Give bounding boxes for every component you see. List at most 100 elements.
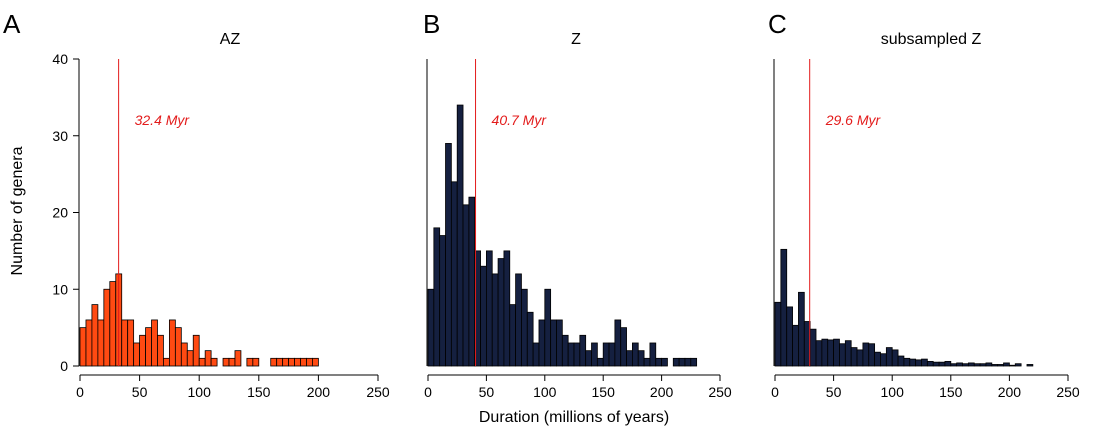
histogram-bar (909, 358, 917, 367)
histogram-bar (556, 319, 563, 367)
histogram-bar (509, 304, 517, 367)
histogram-bar (79, 327, 87, 367)
y-tick-label: 40 (52, 51, 68, 67)
histogram-bar (932, 361, 940, 367)
histogram-bar (880, 353, 887, 367)
histogram-bar (163, 357, 170, 367)
histogram-bar (973, 363, 981, 367)
y-tick-label: 30 (52, 128, 68, 144)
histogram-bar (585, 350, 592, 367)
histogram-bar (839, 343, 846, 367)
histogram-bar (312, 357, 319, 367)
histogram-bar (991, 364, 999, 367)
histogram-bar (626, 350, 633, 367)
y-tick-label: 0 (60, 358, 68, 374)
x-tick-label: 0 (424, 384, 432, 400)
histogram-bar (288, 357, 295, 367)
panels-group: A AZ 0 10 20 30 40 0 50 100 150 200 250 32.4 Myr B Z 0 50… (3, 9, 1080, 400)
histogram-bar (962, 363, 969, 367)
histogram-bar (157, 334, 164, 367)
histogram-bar (246, 357, 254, 367)
x-tick-label: 250 (366, 384, 390, 400)
histogram-bar (515, 273, 522, 367)
histogram-bar (192, 334, 200, 367)
panel-title: Z (571, 31, 581, 48)
x-tick-label: 100 (881, 384, 905, 400)
x-tick-label: 200 (650, 384, 674, 400)
histogram-bar (643, 357, 651, 367)
panel-title: AZ (220, 31, 241, 48)
panel-letter: C (768, 9, 787, 39)
histogram-bar (591, 342, 598, 367)
x-tick-label: 150 (247, 384, 271, 400)
histogram-bar (1026, 364, 1034, 367)
panel-b: B Z 0 50 100 150 200 250 40.7 Myr (423, 9, 732, 400)
histogram-bar (792, 324, 799, 367)
histogram-bar (821, 338, 829, 367)
histogram-bar (145, 327, 152, 367)
histogram-bar (103, 288, 111, 367)
histogram-bar (608, 342, 616, 367)
histogram-bar (561, 334, 569, 367)
histogram-bar (306, 357, 313, 367)
histogram-bar (485, 250, 493, 367)
histogram-bar (1009, 364, 1016, 367)
histogram-bar (637, 350, 645, 367)
histogram-bar (780, 248, 788, 367)
x-tick-label: 250 (1056, 384, 1080, 400)
panel-letter: A (3, 9, 21, 39)
histogram-bar (885, 347, 893, 367)
histogram-bar (270, 357, 278, 367)
histogram-bar (91, 304, 99, 367)
x-tick-label: 0 (76, 384, 84, 400)
histogram-bar (445, 143, 452, 367)
histogram-bar (921, 358, 928, 367)
histogram-bar (168, 319, 176, 367)
histogram-bar (786, 306, 793, 367)
x-tick-label: 100 (533, 384, 557, 400)
histogram-bar (427, 288, 435, 367)
histogram-bar (567, 342, 575, 367)
histogram-bar (462, 204, 470, 367)
histogram-bar (433, 227, 441, 367)
histogram-bar (550, 319, 557, 367)
histogram-bar (684, 357, 692, 367)
histogram-bar (856, 349, 864, 367)
histogram-bar (204, 350, 212, 367)
histogram-bar (151, 319, 158, 367)
histogram-bar (596, 357, 604, 367)
histogram-bar (602, 342, 610, 367)
histogram-bar (538, 319, 546, 367)
histogram-bar (450, 181, 458, 367)
histogram-bar (294, 357, 301, 367)
histogram-bar (614, 319, 622, 367)
histogram-bar (234, 350, 242, 367)
histogram-bar (252, 357, 260, 367)
histogram-bar (672, 357, 680, 367)
histogram-bar (897, 355, 905, 367)
histogram-bar (579, 334, 587, 367)
panel-title: subsampled Z (881, 31, 982, 48)
histogram-bar (109, 281, 117, 367)
histogram-bar (139, 334, 146, 367)
histogram-bar (678, 357, 686, 367)
histogram-bar (809, 328, 817, 367)
x-tick-label: 200 (307, 384, 331, 400)
histogram-bar (915, 359, 922, 367)
x-tick-label: 50 (132, 384, 148, 400)
histogram-bar (544, 288, 552, 367)
histogram-bar (468, 196, 476, 367)
histogram-bar (798, 291, 805, 367)
x-tick-label: 100 (188, 384, 212, 400)
histogram-bar (632, 342, 639, 367)
histogram-bar (985, 362, 993, 367)
histogram-bar (862, 342, 870, 367)
histogram-bar (491, 273, 499, 367)
x-tick-label: 200 (998, 384, 1022, 400)
histogram-bar (276, 357, 284, 367)
x-tick-label: 50 (479, 384, 495, 400)
histogram-bar (903, 357, 911, 367)
x-axis-label: Duration (millions of years) (479, 409, 669, 426)
